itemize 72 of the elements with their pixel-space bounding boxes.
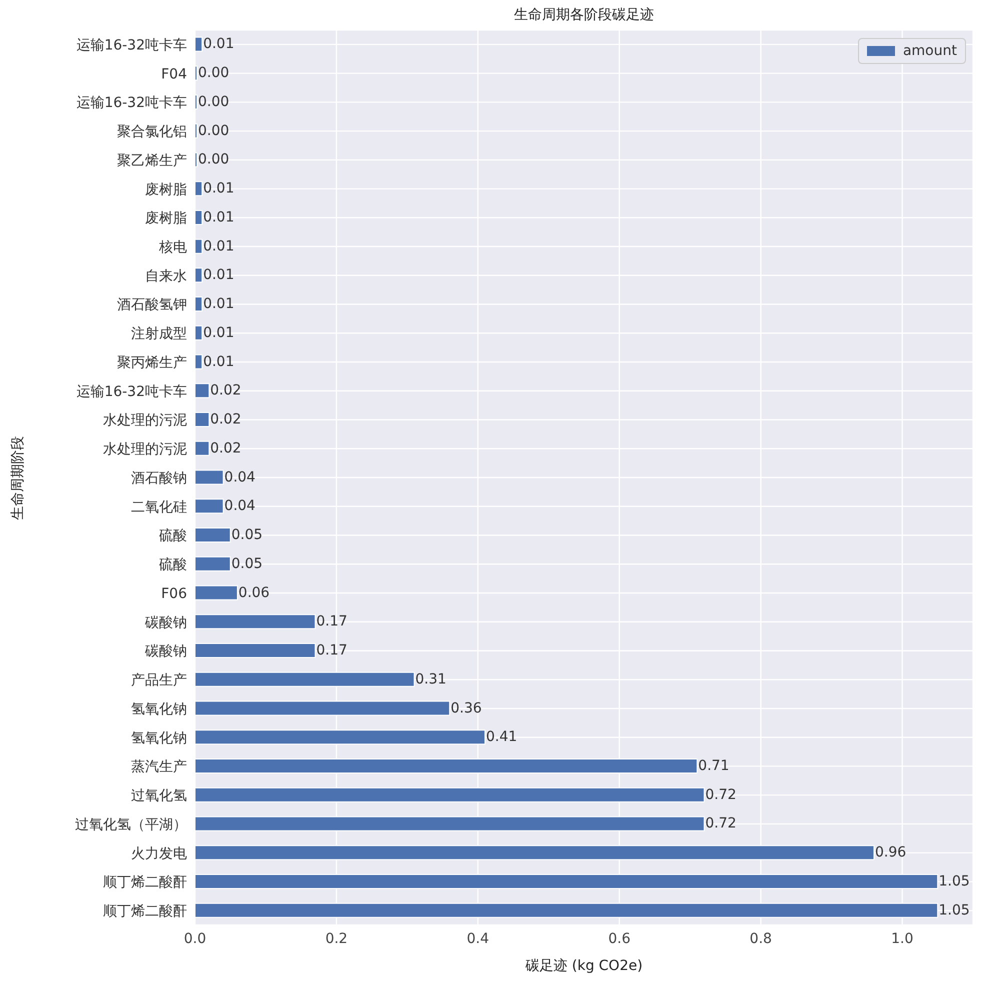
data-label: 0.17 <box>316 642 348 659</box>
y-tick-label: 顺丁烯二酸酐 <box>103 904 187 920</box>
y-tick-label: 顺丁烯二酸酐 <box>103 874 187 891</box>
y-tick-label: 二氧化硅 <box>131 499 187 516</box>
data-label: 0.01 <box>203 354 234 370</box>
y-tick-label: 运输16-32吨卡车 <box>76 384 187 400</box>
y-tick-label: 碳酸钠 <box>144 614 187 631</box>
data-label: 1.05 <box>938 902 970 918</box>
data-label: 0.96 <box>874 844 906 861</box>
data-label: 0.05 <box>231 527 263 544</box>
x-tick-label: 0.8 <box>750 930 772 947</box>
y-tick-label: 自来水 <box>145 268 187 284</box>
data-label: 0.02 <box>210 440 242 456</box>
chart-title: 生命周期各阶段碳足迹 <box>513 6 655 24</box>
x-tick-label: 0.4 <box>466 930 490 947</box>
data-label: 0.17 <box>316 614 348 630</box>
y-tick-label: 聚丙烯生产 <box>117 354 187 371</box>
y-tick-label: 酒石酸氢钾 <box>117 297 187 314</box>
y-tick-label: 硫酸 <box>159 557 187 574</box>
data-label: 0.04 <box>224 498 256 514</box>
y-tick-label: 聚乙烯生产 <box>117 152 187 169</box>
data-label: 0.00 <box>198 122 230 139</box>
data-label: 0.01 <box>203 180 234 197</box>
y-tick-label: 运输16-32吨卡车 <box>76 95 187 112</box>
data-label: 0.00 <box>198 94 230 110</box>
y-tick-label: 蒸汽生产 <box>131 759 187 776</box>
x-tick-label: 0.0 <box>184 930 206 947</box>
y-tick-label: 核电 <box>158 240 187 256</box>
legend-label: amount <box>902 43 957 59</box>
data-label: 0.71 <box>698 758 730 774</box>
y-tick-label: 氢氧化钠 <box>131 701 187 718</box>
data-label: 0.00 <box>198 65 230 82</box>
data-label: 0.31 <box>415 671 446 688</box>
data-label: 0.06 <box>238 584 270 601</box>
y-tick-label: 酒石酸钠 <box>131 470 187 486</box>
data-label: 0.01 <box>203 36 234 52</box>
x-tick-label: 1.0 <box>891 930 914 947</box>
data-label: 0.01 <box>203 296 234 312</box>
y-axis-title: 生命周期阶段 <box>9 436 27 520</box>
data-label: 0.01 <box>203 267 234 284</box>
y-tick-label: 火力发电 <box>131 846 187 862</box>
y-tick-label: 硫酸 <box>159 528 187 544</box>
y-tick-label: F04 <box>161 66 188 82</box>
data-label: 0.72 <box>705 786 736 803</box>
y-tick-label: 聚合氯化铝 <box>117 124 187 140</box>
y-tick-label: 废树脂 <box>145 210 187 227</box>
data-label: 0.05 <box>231 556 263 572</box>
data-label: 0.04 <box>224 469 256 486</box>
y-tick-label: 过氧化氢（平湖） <box>75 816 187 833</box>
data-label: 0.01 <box>203 238 234 254</box>
data-label: 0.36 <box>450 700 482 716</box>
y-tick-label: F06 <box>161 586 188 602</box>
data-label: 0.72 <box>705 816 736 832</box>
x-tick-label: 0.2 <box>325 930 348 947</box>
y-tick-label: 碳酸钠 <box>144 644 187 660</box>
data-label: 0.01 <box>203 324 234 341</box>
y-tick-label: 水处理的污泥 <box>103 442 187 458</box>
y-tick-label: 氢氧化钠 <box>131 730 187 746</box>
x-axis-title: 碳足迹 (kg CO2e) <box>524 957 644 975</box>
y-tick-label: 水处理的污泥 <box>103 412 187 429</box>
y-tick-label: 运输16-32吨卡车 <box>76 37 187 54</box>
y-tick-label: 废树脂 <box>145 182 187 198</box>
y-tick-label: 过氧化氢 <box>131 788 187 804</box>
data-label: 0.02 <box>210 382 242 399</box>
data-label: 0.00 <box>198 152 230 168</box>
y-tick-label: 产品生产 <box>131 672 187 689</box>
x-tick-label: 0.6 <box>608 930 631 947</box>
data-label: 1.05 <box>938 873 970 890</box>
data-label: 0.02 <box>210 412 242 428</box>
data-label: 0.01 <box>203 209 234 226</box>
y-tick-label: 注射成型 <box>131 326 187 342</box>
data-label: 0.41 <box>486 729 518 746</box>
